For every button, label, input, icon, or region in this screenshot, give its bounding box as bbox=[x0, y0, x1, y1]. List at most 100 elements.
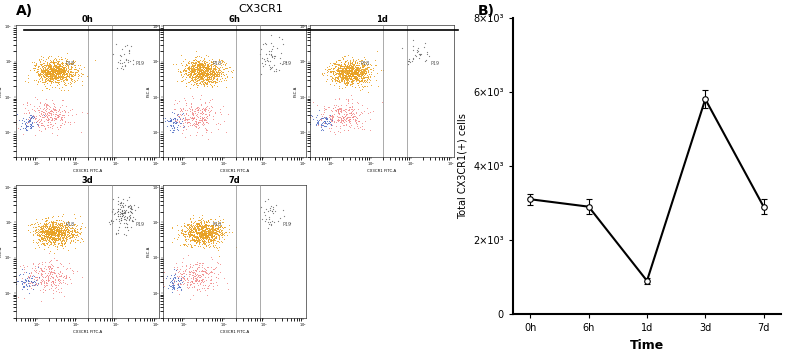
Point bbox=[38, 62, 50, 68]
Point bbox=[202, 54, 215, 59]
Point bbox=[50, 68, 62, 73]
Point bbox=[194, 73, 207, 78]
Point bbox=[321, 116, 334, 122]
Point bbox=[343, 76, 356, 81]
Point bbox=[47, 66, 59, 72]
Point bbox=[52, 114, 65, 120]
Point bbox=[191, 84, 204, 89]
Point bbox=[54, 67, 67, 73]
Point bbox=[39, 101, 52, 107]
Point bbox=[189, 227, 202, 233]
Point bbox=[179, 80, 192, 86]
Point bbox=[71, 226, 84, 232]
Point bbox=[261, 226, 274, 231]
Point bbox=[268, 53, 281, 58]
Point bbox=[41, 244, 54, 250]
Point bbox=[200, 230, 212, 236]
Point bbox=[339, 82, 352, 87]
Point bbox=[43, 235, 56, 241]
Point bbox=[190, 80, 203, 85]
Point bbox=[50, 72, 62, 78]
Point bbox=[119, 232, 132, 238]
Point bbox=[185, 219, 197, 225]
Point bbox=[161, 123, 174, 129]
Point bbox=[55, 241, 68, 247]
Point bbox=[333, 68, 346, 74]
Point bbox=[356, 66, 368, 72]
Point bbox=[208, 230, 221, 236]
Point bbox=[118, 214, 130, 220]
Point bbox=[205, 69, 218, 75]
Point bbox=[69, 240, 81, 245]
Point bbox=[36, 271, 48, 277]
Text: B): B) bbox=[477, 4, 495, 18]
Point bbox=[191, 234, 204, 239]
Point bbox=[40, 234, 53, 239]
Point bbox=[194, 220, 207, 225]
Point bbox=[48, 286, 61, 291]
Point bbox=[335, 61, 348, 67]
Point bbox=[213, 237, 226, 242]
Point bbox=[333, 65, 346, 71]
Point bbox=[213, 56, 226, 61]
Point bbox=[40, 71, 53, 77]
Point bbox=[58, 74, 70, 79]
Point bbox=[159, 118, 171, 124]
Point bbox=[187, 66, 200, 71]
Point bbox=[40, 240, 53, 246]
Point bbox=[46, 229, 58, 235]
Point bbox=[50, 115, 62, 121]
Point bbox=[51, 238, 64, 243]
Point bbox=[45, 227, 58, 233]
Point bbox=[45, 75, 58, 81]
Point bbox=[40, 72, 53, 77]
Point bbox=[51, 232, 64, 237]
Point bbox=[338, 62, 351, 67]
Point bbox=[218, 224, 230, 230]
Point bbox=[40, 230, 53, 236]
Point bbox=[193, 64, 205, 70]
Point bbox=[350, 100, 363, 105]
Point bbox=[180, 74, 193, 80]
Point bbox=[362, 69, 375, 75]
Point bbox=[43, 110, 56, 116]
Point bbox=[36, 70, 49, 76]
Point bbox=[39, 287, 51, 293]
Point bbox=[59, 239, 72, 245]
Point bbox=[204, 229, 216, 235]
Point bbox=[340, 72, 353, 77]
Point bbox=[204, 238, 216, 244]
Point bbox=[50, 75, 62, 80]
Point bbox=[193, 71, 205, 76]
Point bbox=[44, 121, 57, 127]
Point bbox=[341, 65, 353, 71]
Point bbox=[346, 62, 359, 68]
Point bbox=[321, 70, 334, 75]
Point bbox=[197, 230, 210, 236]
Point bbox=[209, 216, 222, 222]
Point bbox=[36, 238, 48, 244]
Point bbox=[53, 231, 65, 236]
Point bbox=[170, 112, 183, 118]
Point bbox=[56, 64, 69, 70]
Point bbox=[208, 71, 220, 77]
Point bbox=[49, 231, 62, 237]
Point bbox=[356, 120, 368, 126]
Point bbox=[37, 67, 50, 73]
Point bbox=[46, 69, 58, 75]
Point bbox=[60, 224, 73, 230]
Point bbox=[62, 69, 74, 74]
Point bbox=[40, 62, 53, 68]
Point bbox=[51, 232, 64, 238]
Point bbox=[200, 227, 213, 232]
Point bbox=[47, 223, 59, 229]
Point bbox=[63, 230, 76, 235]
Point bbox=[324, 76, 337, 82]
Point bbox=[42, 73, 54, 79]
Point bbox=[193, 64, 206, 70]
Point bbox=[350, 69, 362, 74]
Point bbox=[191, 238, 204, 244]
Point bbox=[183, 221, 196, 227]
Point bbox=[191, 64, 204, 69]
Point bbox=[189, 106, 202, 112]
